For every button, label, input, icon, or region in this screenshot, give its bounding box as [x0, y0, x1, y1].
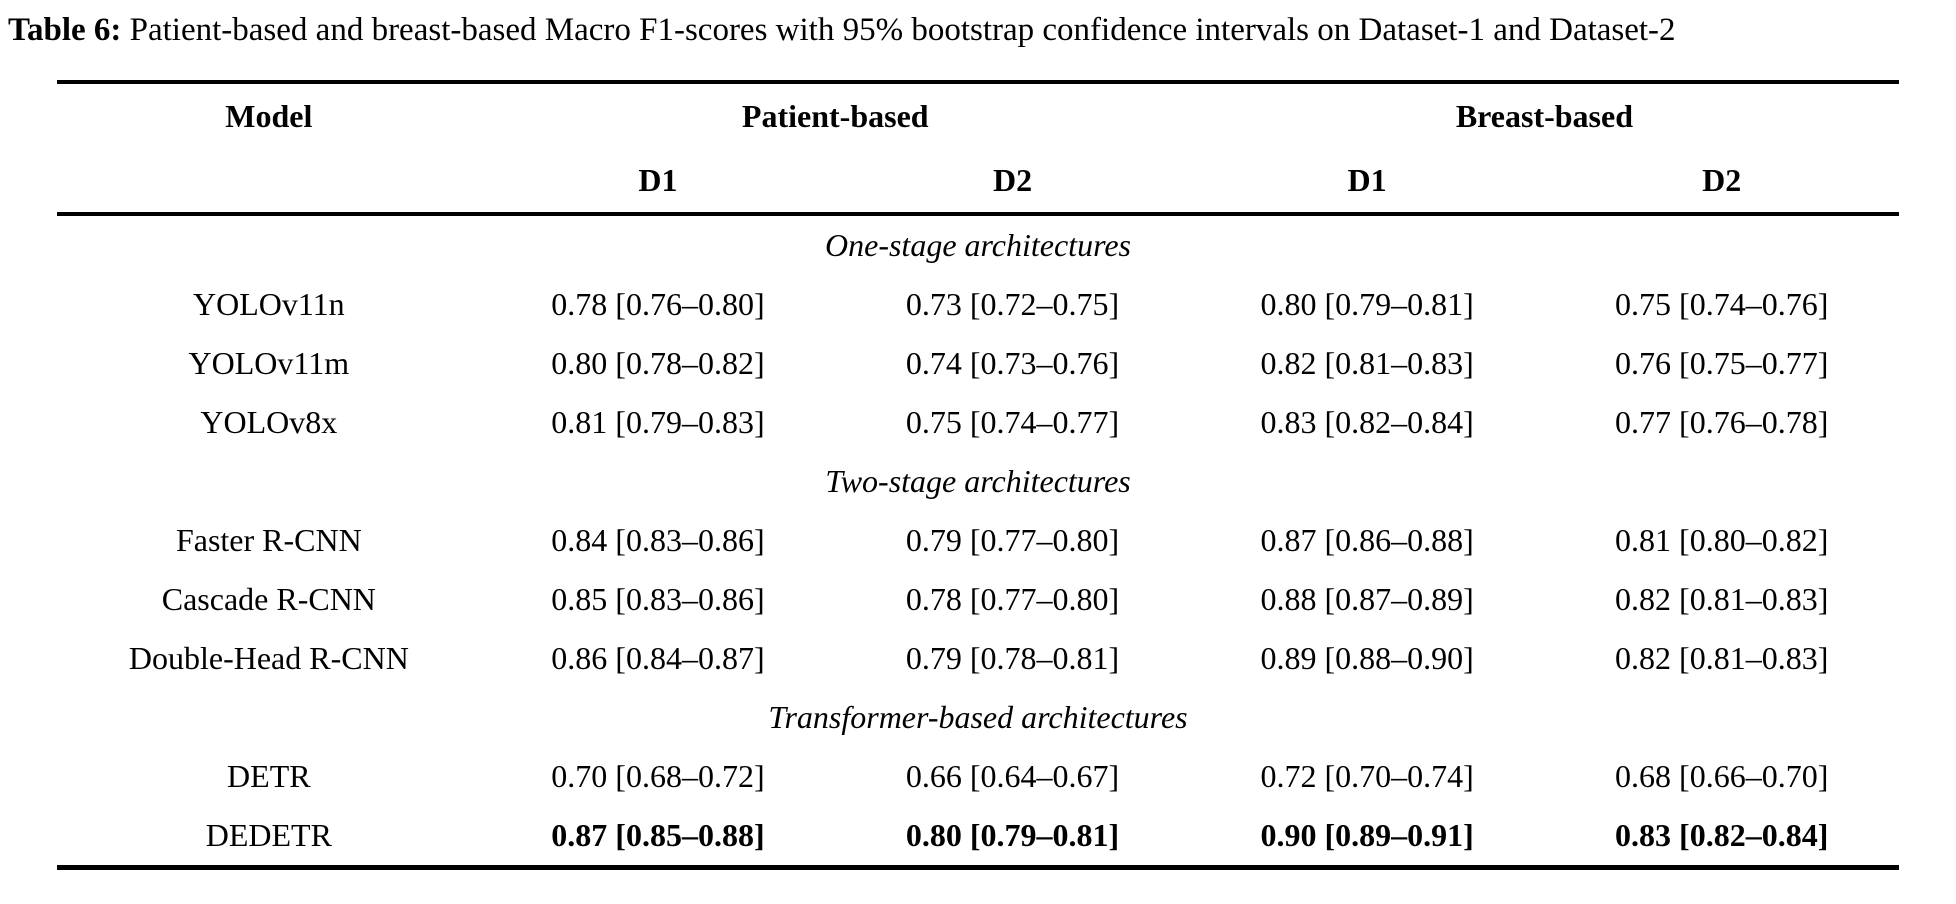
patient-d1-value: 0.84 [0.83–0.86]	[551, 522, 765, 558]
model-name: YOLOv11n	[192, 286, 345, 322]
section-title: Transformer-based architectures	[768, 699, 1188, 735]
table-row: Double-Head R-CNN 0.86 [0.84–0.87] 0.79 …	[57, 629, 1899, 688]
breast-d1-value: 0.87 [0.86–0.88]	[1260, 522, 1474, 558]
breast-d1-value: 0.88 [0.87–0.89]	[1260, 581, 1474, 617]
model-name: Double-Head R-CNN	[128, 640, 409, 676]
table-caption: Table 6: Patient-based and breast-based …	[0, 0, 1956, 54]
breast-d1-value: 0.72 [0.70–0.74]	[1260, 758, 1474, 794]
patient-d2-value: 0.74 [0.73–0.76]	[905, 345, 1120, 381]
column-header-breast-d1: D1	[1347, 161, 1387, 198]
table-caption-text: Patient-based and breast-based Macro F1-…	[129, 12, 1676, 48]
header-group-row: Model Patient-based Breast-based	[57, 82, 1899, 148]
header-sub-row: D1 D2 D1 D2	[57, 148, 1899, 214]
model-name: Faster R-CNN	[175, 522, 362, 558]
breast-d2-value: 0.75 [0.74–0.76]	[1615, 286, 1829, 322]
header-spacer	[57, 148, 481, 214]
breast-d1-value: 0.82 [0.81–0.83]	[1260, 345, 1474, 381]
column-header-patient-d2: D2	[992, 161, 1033, 198]
column-header-model: Model	[225, 97, 313, 134]
patient-d1-value: 0.87 [0.85–0.88]	[551, 817, 765, 853]
breast-d2-value: 0.83 [0.82–0.84]	[1615, 817, 1829, 853]
breast-d1-value: 0.89 [0.88–0.90]	[1260, 640, 1474, 676]
patient-d2-value: 0.79 [0.78–0.81]	[905, 640, 1120, 676]
patient-d2-value: 0.75 [0.74–0.77]	[905, 404, 1120, 440]
column-header-patient-d1: D1	[638, 161, 678, 198]
model-name: Cascade R-CNN	[161, 581, 376, 617]
patient-d2-value: 0.78 [0.77–0.80]	[905, 581, 1120, 617]
section-title: Two-stage architectures	[825, 463, 1131, 499]
breast-d2-value: 0.76 [0.75–0.77]	[1615, 345, 1829, 381]
section-header-two-stage: Two-stage architectures	[57, 452, 1899, 511]
patient-d2-value: 0.80 [0.79–0.81]	[905, 817, 1120, 853]
table-row: Faster R-CNN 0.84 [0.83–0.86] 0.79 [0.77…	[57, 511, 1899, 570]
column-group-breast-based: Breast-based	[1455, 97, 1633, 134]
model-name: YOLOv11m	[188, 345, 350, 381]
results-table-body: One-stage architectures YOLOv11n 0.78 [0…	[57, 214, 1899, 868]
patient-d1-value: 0.85 [0.83–0.86]	[551, 581, 765, 617]
table-row: DETR 0.70 [0.68–0.72] 0.66 [0.64–0.67] 0…	[57, 747, 1899, 806]
patient-d1-value: 0.78 [0.76–0.80]	[551, 286, 765, 322]
breast-d1-value: 0.83 [0.82–0.84]	[1260, 404, 1474, 440]
patient-d2-value: 0.79 [0.77–0.80]	[905, 522, 1120, 558]
table-caption-label: Table 6:	[8, 12, 122, 48]
patient-d2-value: 0.66 [0.64–0.67]	[905, 758, 1120, 794]
model-name: YOLOv8x	[200, 404, 338, 440]
column-group-patient-based: Patient-based	[741, 97, 929, 134]
patient-d1-value: 0.81 [0.79–0.83]	[551, 404, 765, 440]
breast-d2-value: 0.68 [0.66–0.70]	[1615, 758, 1829, 794]
breast-d2-value: 0.82 [0.81–0.83]	[1615, 581, 1829, 617]
model-name: DEDETR	[205, 817, 332, 853]
breast-d2-value: 0.77 [0.76–0.78]	[1615, 404, 1829, 440]
section-header-one-stage: One-stage architectures	[57, 214, 1899, 275]
breast-d2-value: 0.82 [0.81–0.83]	[1615, 640, 1829, 676]
table-row: Cascade R-CNN 0.85 [0.83–0.86] 0.78 [0.7…	[57, 570, 1899, 629]
table-row: YOLOv8x 0.81 [0.79–0.83] 0.75 [0.74–0.77…	[57, 393, 1899, 452]
breast-d2-value: 0.81 [0.80–0.82]	[1615, 522, 1829, 558]
table-row-best: DEDETR 0.87 [0.85–0.88] 0.80 [0.79–0.81]…	[57, 806, 1899, 868]
patient-d1-value: 0.70 [0.68–0.72]	[551, 758, 765, 794]
column-header-breast-d2: D2	[1702, 161, 1742, 198]
model-name: DETR	[227, 758, 311, 794]
patient-d1-value: 0.80 [0.78–0.82]	[551, 345, 765, 381]
results-table-header: Model Patient-based Breast-based D1 D2 D…	[57, 82, 1899, 214]
patient-d2-value: 0.73 [0.72–0.75]	[905, 286, 1120, 322]
results-table: Model Patient-based Breast-based D1 D2 D…	[57, 80, 1899, 870]
breast-d1-value: 0.90 [0.89–0.91]	[1260, 817, 1474, 853]
section-header-transformer: Transformer-based architectures	[57, 688, 1899, 747]
table-row: YOLOv11m 0.80 [0.78–0.82] 0.74 [0.73–0.7…	[57, 334, 1899, 393]
section-title: One-stage architectures	[825, 227, 1131, 263]
patient-d1-value: 0.86 [0.84–0.87]	[551, 640, 765, 676]
table-row: YOLOv11n 0.78 [0.76–0.80] 0.73 [0.72–0.7…	[57, 275, 1899, 334]
breast-d1-value: 0.80 [0.79–0.81]	[1260, 286, 1474, 322]
